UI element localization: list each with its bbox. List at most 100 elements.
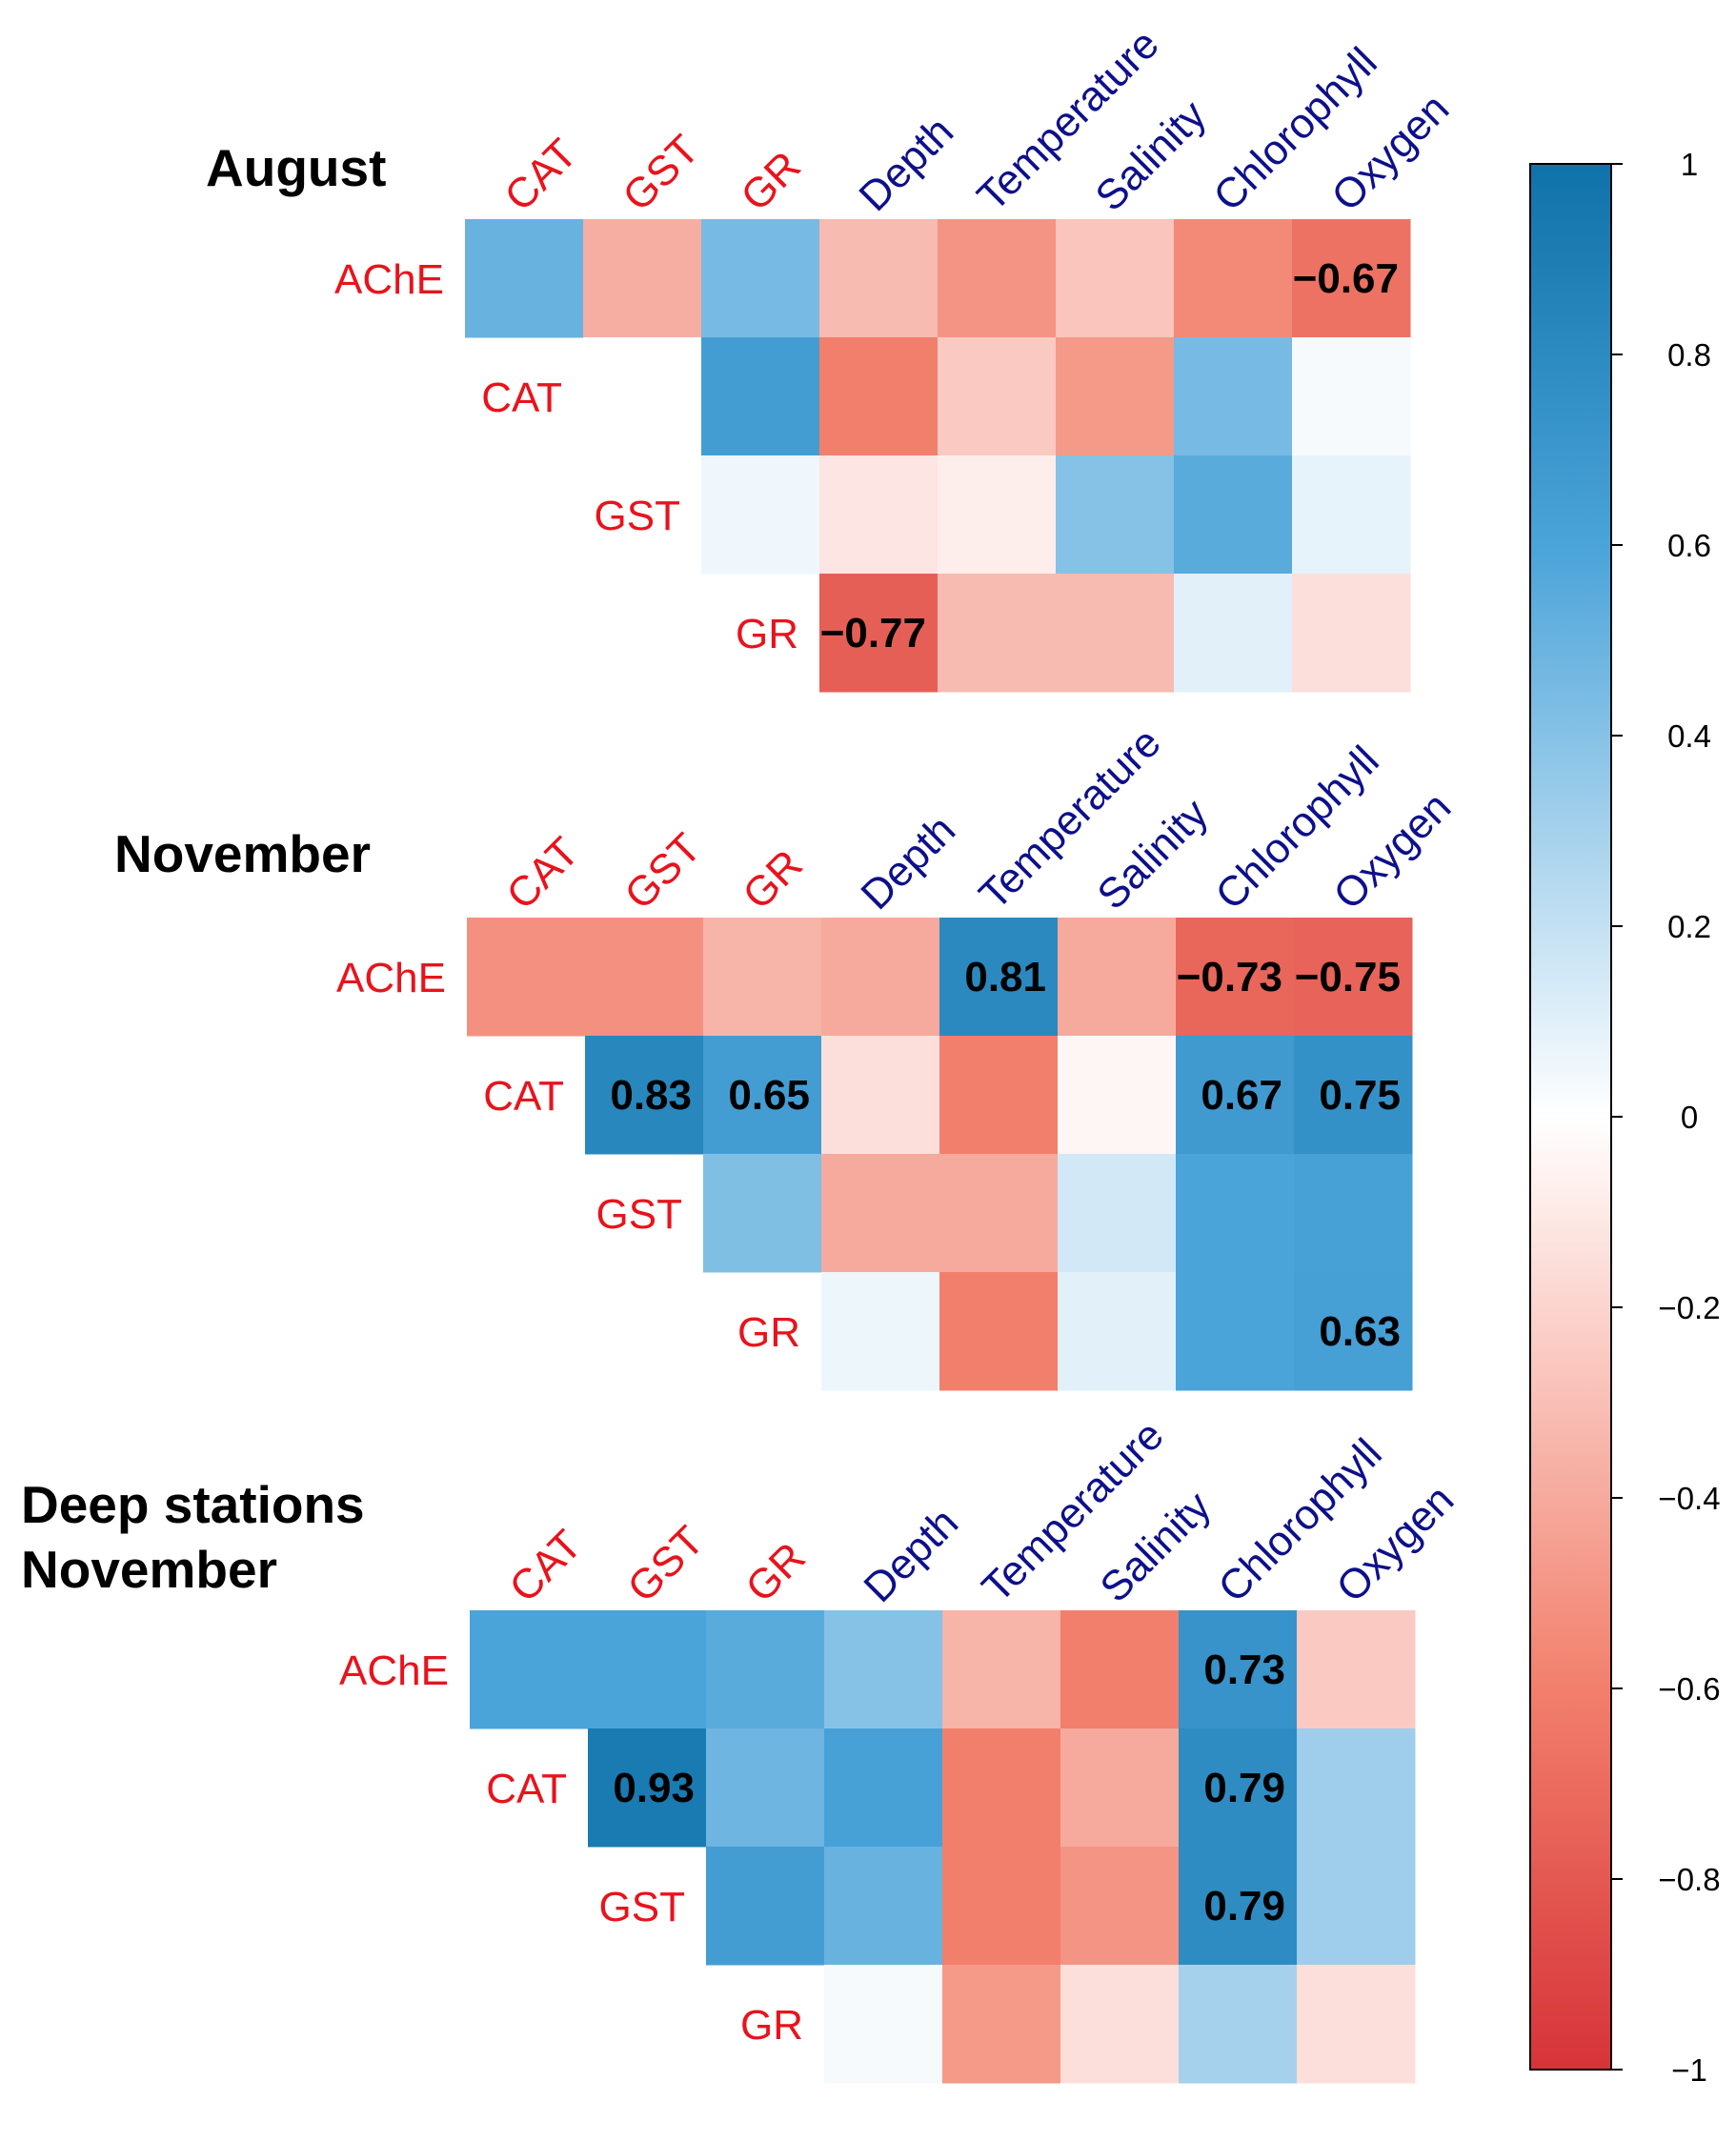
- heatmap-cell: [703, 918, 822, 1037]
- heatmap-cell: [1060, 1847, 1180, 1966]
- heatmap-cell: [706, 1847, 825, 1966]
- colorbar-tick-label: −0.4: [1658, 1481, 1720, 1516]
- heatmap-panel-3: Deep stations November 0.73 0.93 0.79 0.79 ACh…: [21, 1412, 1463, 2084]
- row-label: GR: [737, 1309, 800, 1356]
- column-label: CAT: [495, 131, 586, 221]
- heatmap-cell: [1058, 1154, 1177, 1273]
- colorbar-tick-label: −0.2: [1658, 1290, 1720, 1325]
- column-label: Depth: [850, 108, 962, 220]
- heatmap-cell: [824, 1728, 943, 1848]
- heatmap-panel-1: August −0.67 −0.77 AChE CAT GST GR CAT GST GR Dept…: [206, 21, 1458, 693]
- column-label: GST: [616, 824, 710, 919]
- heatmap-cell: [824, 1610, 943, 1729]
- cell-value-label: 0.79: [1203, 1765, 1285, 1811]
- heatmap-cell: [1056, 574, 1175, 693]
- cell-value-label: −0.77: [820, 610, 926, 657]
- colorbar-tick-label: −1: [1671, 2052, 1707, 2088]
- heatmap-cell: [470, 1610, 589, 1729]
- heatmap-cell: [939, 1154, 1059, 1273]
- cell-value-label: −0.75: [1295, 954, 1401, 1000]
- heatmap-cell: [821, 1272, 940, 1391]
- heatmap-cell: [1179, 1610, 1298, 1729]
- row-label: CAT: [486, 1766, 567, 1812]
- heatmap-cell: [939, 1036, 1059, 1155]
- heatmap-cell: [942, 1728, 1061, 1848]
- colorbar-tick-label: −0.6: [1658, 1671, 1720, 1707]
- cell-value-label: 0.67: [1201, 1072, 1282, 1119]
- heatmap-cell: [1297, 1610, 1416, 1729]
- heatmap-cell: [1056, 455, 1175, 575]
- heatmap-cell: [585, 918, 704, 1037]
- colorbar-tick-label: 0.8: [1667, 337, 1711, 373]
- heatmap-cell: [819, 337, 939, 456]
- heatmap-cell: [588, 1728, 707, 1848]
- cell-value-label: 0.81: [964, 954, 1046, 1000]
- panel-title: November: [21, 1540, 277, 1599]
- row-label: GST: [599, 1884, 685, 1930]
- heatmap-cell: [942, 1847, 1061, 1966]
- row-label: AChE: [334, 256, 444, 303]
- heatmap-cell: [706, 1728, 825, 1848]
- heatmap-cell: [1174, 337, 1293, 456]
- heatmap-cell: [938, 337, 1057, 456]
- heatmap-cell: [1294, 1036, 1413, 1155]
- heatmap-cell: [1292, 337, 1411, 456]
- colorbar-tick-label: 0.2: [1667, 909, 1711, 944]
- heatmap-cell: [1292, 219, 1411, 338]
- heatmap-cell: [938, 455, 1057, 575]
- heatmap-cell: [824, 1965, 943, 2084]
- heatmap-cell: [819, 574, 939, 693]
- heatmap-cell: [938, 574, 1057, 693]
- heatmap-cell: [467, 918, 586, 1037]
- cell-value-label: 0.63: [1319, 1308, 1401, 1355]
- colorbar-tick-label: 0: [1681, 1100, 1698, 1135]
- heatmap-cell: [1060, 1728, 1180, 1848]
- row-label: GR: [736, 611, 798, 657]
- column-label: GR: [737, 1534, 814, 1611]
- cell-value-label: −0.73: [1177, 954, 1282, 1000]
- heatmap-cell: [942, 1610, 1061, 1729]
- cell-value-label: −0.67: [1293, 255, 1399, 302]
- heatmap-cell: [821, 918, 940, 1037]
- column-label: Depth: [855, 1499, 967, 1611]
- row-label: GR: [740, 2002, 803, 2049]
- heatmap-cell: [1292, 455, 1411, 575]
- colorbar-tick-label: 0.4: [1667, 718, 1711, 754]
- column-label: Depth: [852, 806, 964, 919]
- heatmap-cell: [588, 1610, 707, 1729]
- heatmap-cell: [1294, 1154, 1413, 1273]
- heatmap-cell: [703, 1036, 822, 1155]
- heatmap-cell: [942, 1965, 1061, 2084]
- heatmap-cell: [1058, 1036, 1177, 1155]
- column-label: CAT: [497, 829, 588, 919]
- heatmap-cell: [585, 1036, 704, 1155]
- colorbar-tick-label: 1: [1681, 147, 1698, 182]
- heatmap-cell: [1176, 1154, 1295, 1273]
- heatmap-cell: [1297, 1728, 1416, 1848]
- heatmap-cell: [1176, 918, 1295, 1037]
- heatmap-cell: [1174, 455, 1293, 575]
- heatmap-cell: [583, 219, 702, 338]
- heatmap-cell: [1297, 1847, 1416, 1966]
- heatmap-cell: [703, 1154, 822, 1273]
- heatmap-cell: [1058, 1272, 1177, 1391]
- heatmap-cell: [819, 219, 939, 338]
- heatmap-cell: [1179, 1847, 1298, 1966]
- panel-title: August: [206, 138, 386, 197]
- heatmap-cell: [819, 455, 939, 575]
- heatmap-cell: [1294, 918, 1413, 1037]
- heatmap-cell: [1060, 1965, 1180, 2084]
- heatmap-cell: [821, 1154, 940, 1273]
- heatmap-cell: [1060, 1610, 1180, 1729]
- panel-title: Deep stations: [21, 1475, 365, 1534]
- row-label: CAT: [481, 374, 562, 421]
- column-label: GR: [734, 841, 811, 919]
- heatmap-cell: [1174, 574, 1293, 693]
- column-label: CAT: [500, 1522, 591, 1612]
- heatmap-cell: [701, 337, 820, 456]
- column-label: GST: [618, 1517, 713, 1611]
- heatmap-cell: [938, 219, 1057, 338]
- cell-value-label: 0.93: [613, 1765, 695, 1811]
